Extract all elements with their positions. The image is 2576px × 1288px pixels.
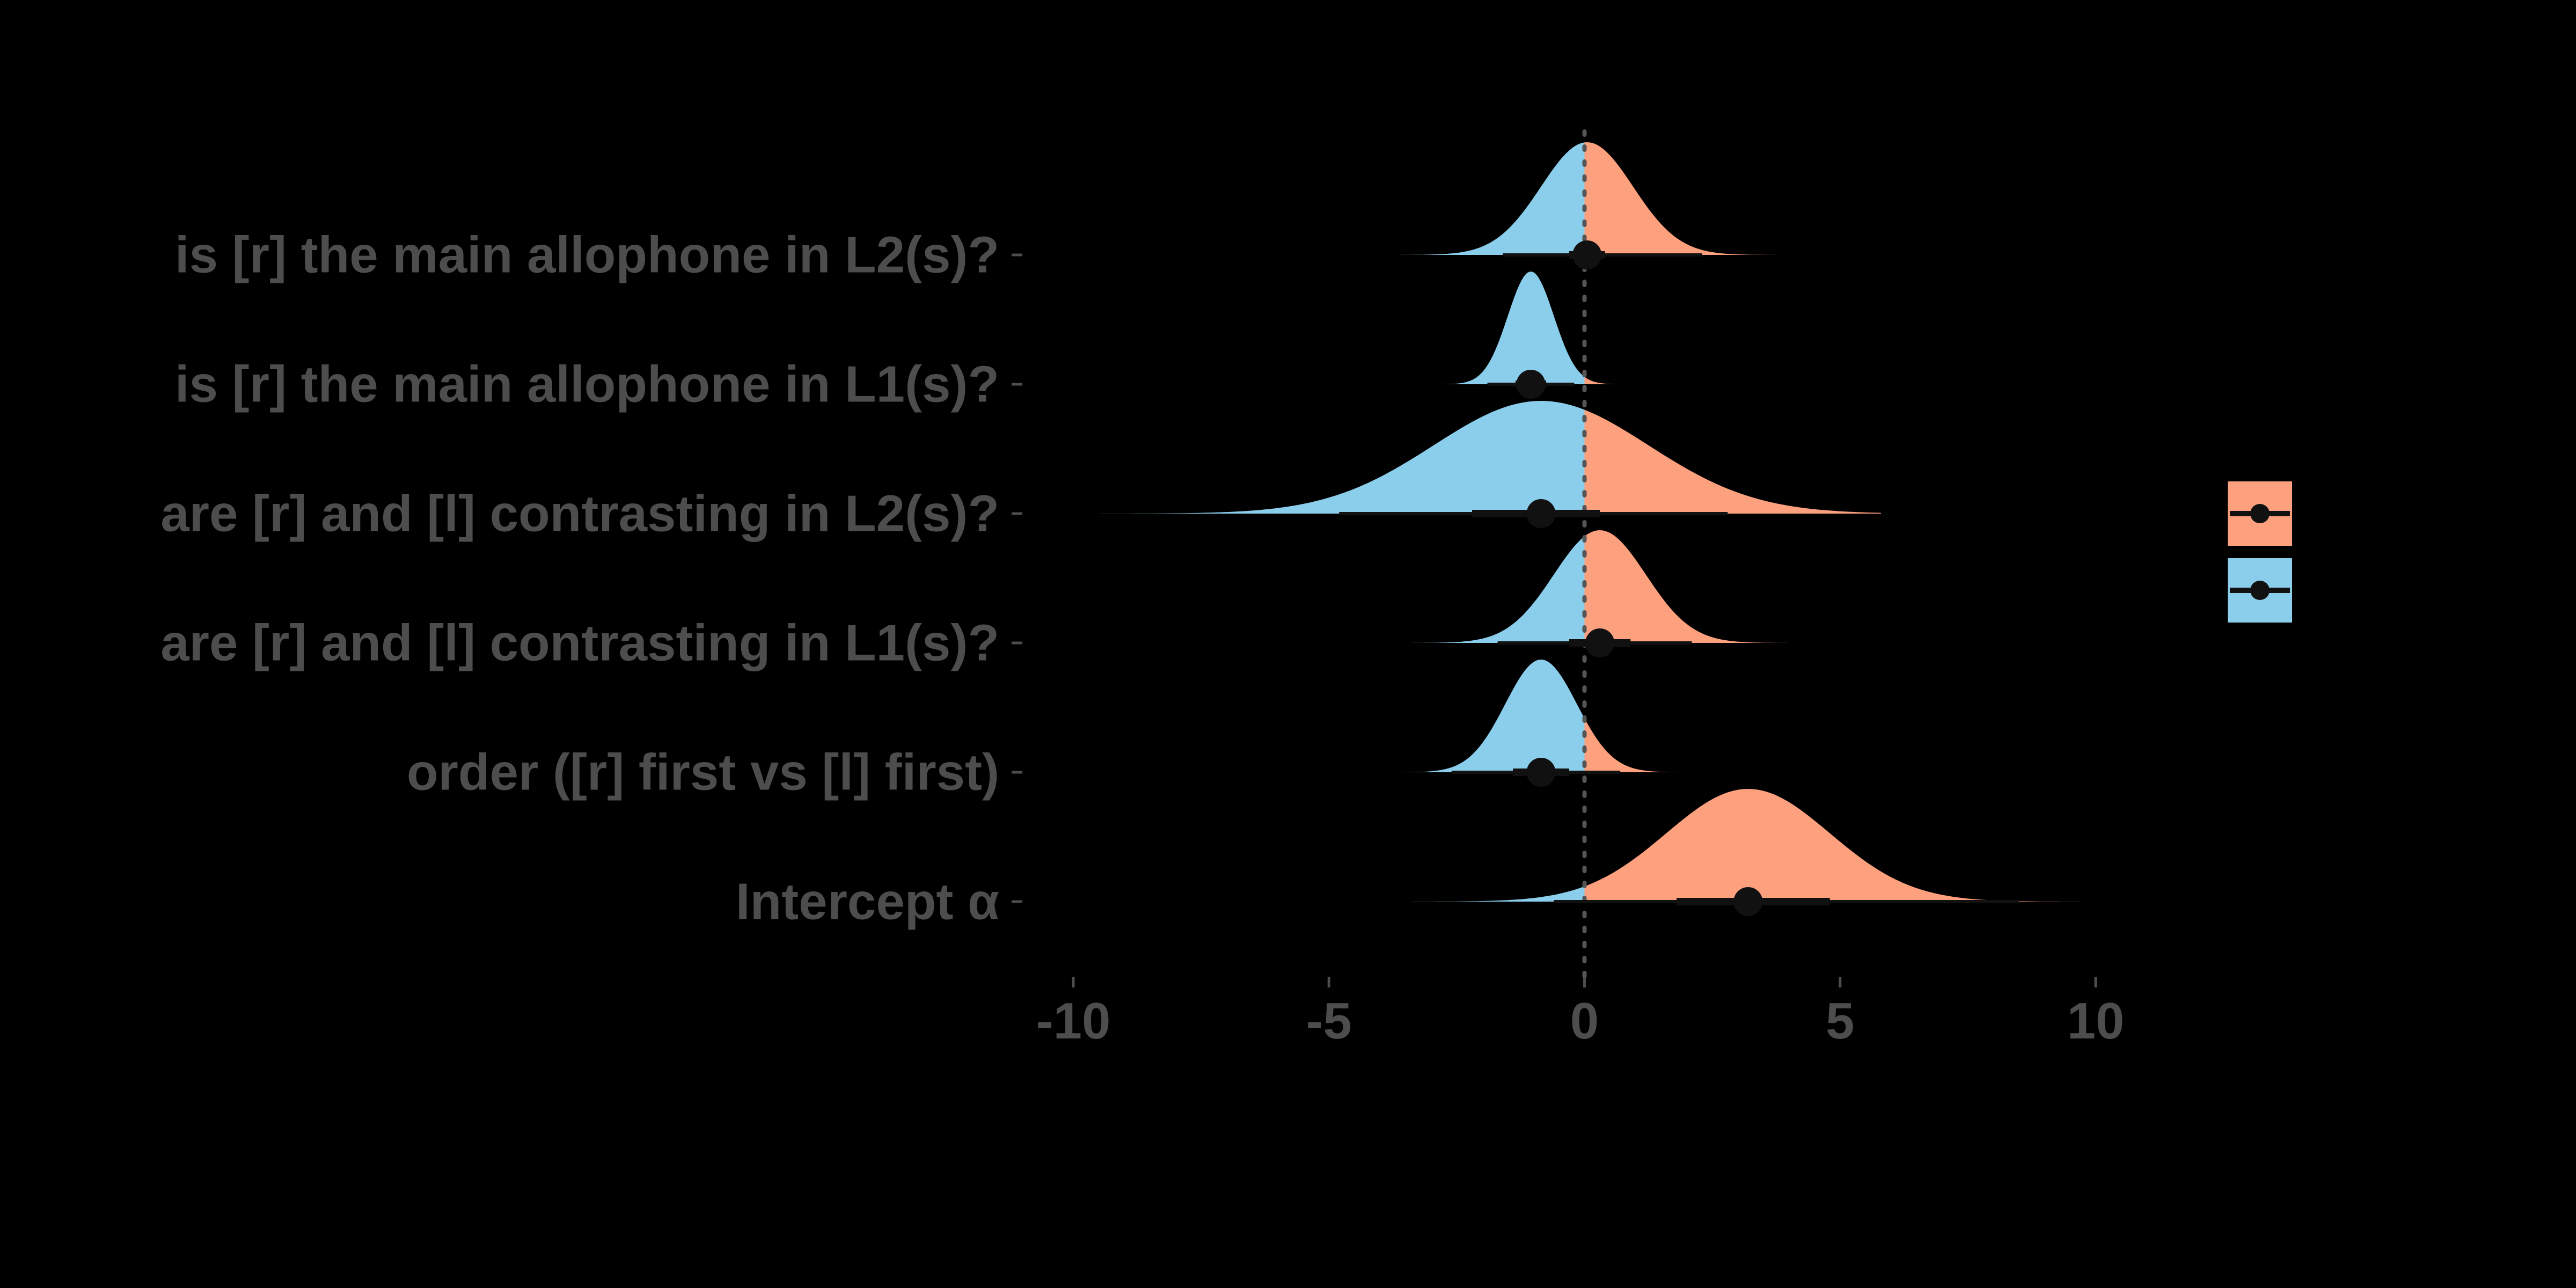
density-negative-0 bbox=[1344, 142, 1585, 255]
median-point-5 bbox=[1733, 887, 1763, 916]
density-negative-4 bbox=[1319, 660, 1585, 772]
density-2 bbox=[1073, 401, 1881, 514]
interval-1 bbox=[1487, 370, 1575, 399]
legend bbox=[2228, 481, 2292, 623]
density-positive-0 bbox=[1584, 142, 1881, 255]
y-label-5: Intercept α bbox=[736, 873, 999, 931]
density-1 bbox=[1441, 272, 1615, 384]
interval-5 bbox=[1554, 887, 2019, 916]
x-tick-label-0: -10 bbox=[1036, 992, 1111, 1050]
density-positive-5 bbox=[1584, 789, 2096, 902]
x-tick-label-2: 0 bbox=[1570, 992, 1599, 1050]
y-label-2: are [r] and [l] contrasting in L2(s)? bbox=[160, 485, 999, 543]
density-positive-1 bbox=[1584, 377, 1615, 384]
legend-point-0 bbox=[2250, 504, 2270, 523]
density-positive-3 bbox=[1584, 530, 1825, 643]
density-positive-4 bbox=[1584, 718, 1753, 772]
density-0 bbox=[1344, 142, 1881, 255]
density-negative-3 bbox=[1349, 536, 1585, 643]
legend-key-1 bbox=[2228, 558, 2292, 623]
density-positive-2 bbox=[1584, 409, 1881, 514]
y-label-1: is [r] the main allophone in L1(s)? bbox=[175, 356, 999, 413]
x-tick-label-4: 10 bbox=[2067, 992, 2125, 1050]
y-label-3: are [r] and [l] contrasting in L1(s)? bbox=[160, 614, 999, 672]
density-4 bbox=[1319, 660, 1753, 772]
interval-4 bbox=[1451, 758, 1621, 787]
median-point-2 bbox=[1526, 499, 1556, 528]
median-point-1 bbox=[1516, 370, 1546, 399]
y-axis-labels: is [r] the main allophone in L2(s)? is [r… bbox=[160, 226, 1022, 931]
median-point-0 bbox=[1572, 240, 1602, 269]
density-layer bbox=[1073, 142, 2096, 902]
interval-0 bbox=[1503, 240, 1702, 269]
interval-2 bbox=[1339, 499, 1728, 528]
x-axis: -10 -5 0 5 10 bbox=[1036, 977, 2125, 1050]
interval-layer bbox=[1339, 240, 2019, 916]
density-negative-2 bbox=[1073, 401, 1585, 514]
y-label-4: order ([r] first vs [l] first) bbox=[407, 744, 999, 801]
median-point-4 bbox=[1526, 758, 1556, 787]
interval-3 bbox=[1497, 628, 1692, 657]
x-tick-label-1: -5 bbox=[1306, 992, 1352, 1050]
x-tick-label-3: 5 bbox=[1826, 992, 1854, 1050]
median-point-3 bbox=[1585, 628, 1615, 657]
legend-point-1 bbox=[2250, 581, 2270, 600]
legend-key-0 bbox=[2228, 481, 2292, 546]
density-3 bbox=[1349, 530, 1825, 643]
y-label-0: is [r] the main allophone in L2(s)? bbox=[175, 226, 999, 284]
density-negative-1 bbox=[1441, 272, 1585, 384]
